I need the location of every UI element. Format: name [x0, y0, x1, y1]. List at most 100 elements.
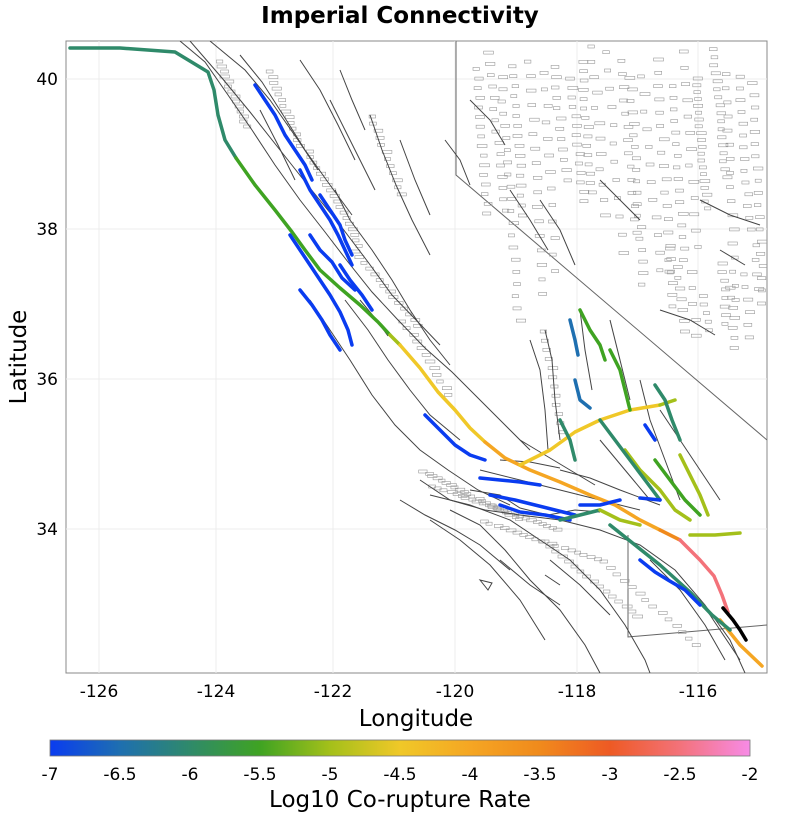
fault-network — [179, 41, 761, 673]
dip-rectangle — [342, 216, 351, 220]
dip-rectangle — [329, 194, 340, 198]
dip-rectangle — [491, 118, 499, 123]
dip-rectangle — [493, 524, 504, 528]
trace-mojave-blue — [643, 423, 657, 442]
trace-maacama — [253, 83, 314, 182]
dip-rectangle — [446, 483, 457, 487]
dip-rectangle — [715, 103, 725, 108]
dip-rectangle — [612, 178, 620, 182]
gridlines — [66, 41, 767, 673]
dip-rectangle — [757, 276, 767, 281]
dip-rectangle — [729, 346, 739, 350]
dip-rectangle — [721, 296, 729, 300]
dip-rectangle — [692, 83, 702, 88]
dip-rectangle — [602, 50, 610, 55]
dip-rectangle — [586, 555, 596, 559]
dip-rectangle — [672, 623, 682, 628]
dip-rectangle — [389, 171, 397, 175]
dip-rectangle — [749, 130, 761, 134]
dip-rectangle — [388, 295, 399, 300]
dip-rectangle — [434, 486, 442, 491]
dip-rectangle — [676, 297, 687, 302]
dip-rectangle — [348, 227, 358, 232]
dip-rectangle — [687, 302, 697, 306]
dip-rectangle — [623, 138, 633, 142]
dip-rectangle — [583, 153, 593, 157]
dip-rectangle — [607, 594, 617, 599]
dip-rectangle — [504, 172, 512, 177]
trace-north-coast — [68, 46, 238, 160]
trace-calaveras — [308, 233, 357, 292]
dip-rectangle — [396, 192, 407, 197]
dip-rectangle — [485, 521, 493, 526]
dip-rectangle — [750, 142, 759, 146]
dip-rectangle — [745, 310, 755, 315]
dip-rectangle — [717, 135, 727, 140]
dip-rectangle — [447, 490, 458, 494]
trace-greenville — [318, 193, 354, 257]
dip-rectangle — [487, 505, 498, 509]
dip-rectangle — [632, 179, 640, 184]
dip-rectangle — [506, 209, 515, 213]
dip-rectangle — [600, 213, 611, 218]
dip-rectangle — [326, 188, 337, 193]
dip-rectangle — [578, 60, 589, 64]
trace-ecsz-2 — [598, 418, 662, 502]
dip-rectangle — [694, 97, 702, 101]
dip-rectangle — [486, 73, 495, 77]
dip-rectangle — [475, 124, 485, 129]
dip-rectangle — [669, 84, 677, 88]
dip-rectangle — [739, 145, 748, 150]
dip-rectangle — [631, 156, 641, 161]
dip-rectangle — [561, 546, 570, 551]
dip-rectangle — [278, 98, 287, 102]
dip-rectangle — [480, 192, 489, 196]
dip-rectangle — [719, 159, 727, 164]
dip-rectangle — [565, 76, 575, 81]
dip-rectangle — [508, 64, 517, 69]
dip-rectangle — [697, 138, 706, 142]
dip-rectangle — [618, 232, 627, 237]
dip-rectangle — [752, 272, 762, 277]
dip-rectangle — [516, 183, 527, 188]
dip-rectangle — [736, 86, 744, 91]
dip-rectangle — [551, 269, 559, 273]
dip-rectangle — [662, 204, 672, 208]
dip-rectangle — [533, 176, 543, 180]
dip-rectangle — [638, 259, 648, 264]
dip-rectangle — [454, 487, 466, 492]
dip-rectangle — [698, 165, 707, 170]
dip-rectangle — [727, 325, 738, 330]
dip-rectangle — [521, 516, 530, 521]
dip-rectangle — [677, 308, 688, 312]
dip-rectangle — [592, 90, 603, 95]
dip-rectangle — [424, 359, 436, 364]
dip-rectangle — [618, 72, 627, 76]
dip-rectangle — [575, 152, 585, 156]
dip-rectangle — [627, 87, 638, 92]
colorbar-tick: -3.5 — [523, 765, 556, 785]
dip-rectangle — [682, 98, 693, 103]
dip-rectangle — [219, 74, 230, 79]
trace-sanjacinto — [608, 523, 732, 632]
dip-rectangle — [646, 180, 656, 184]
trace-sierra-blue — [568, 318, 580, 357]
dip-rectangle — [744, 192, 754, 197]
dip-rectangle — [747, 81, 758, 85]
dip-rectangle — [512, 270, 521, 274]
dip-rectangle — [544, 357, 553, 361]
dip-rectangle — [735, 74, 745, 79]
dip-rectangle — [685, 636, 693, 641]
dip-rectangle — [703, 311, 710, 315]
trace-north-peninsula — [234, 156, 392, 337]
dip-rectangle — [472, 67, 480, 71]
dip-rectangle — [723, 114, 733, 119]
dip-rectangle — [623, 125, 634, 129]
dip-rectangle — [488, 84, 497, 89]
x-axis-label: Longitude — [359, 706, 473, 732]
dip-rectangle — [620, 578, 630, 583]
dip-rectangle — [671, 130, 681, 135]
dip-rectangle — [704, 319, 712, 324]
dip-rectangle — [693, 104, 704, 108]
dip-rectangle — [751, 154, 760, 159]
